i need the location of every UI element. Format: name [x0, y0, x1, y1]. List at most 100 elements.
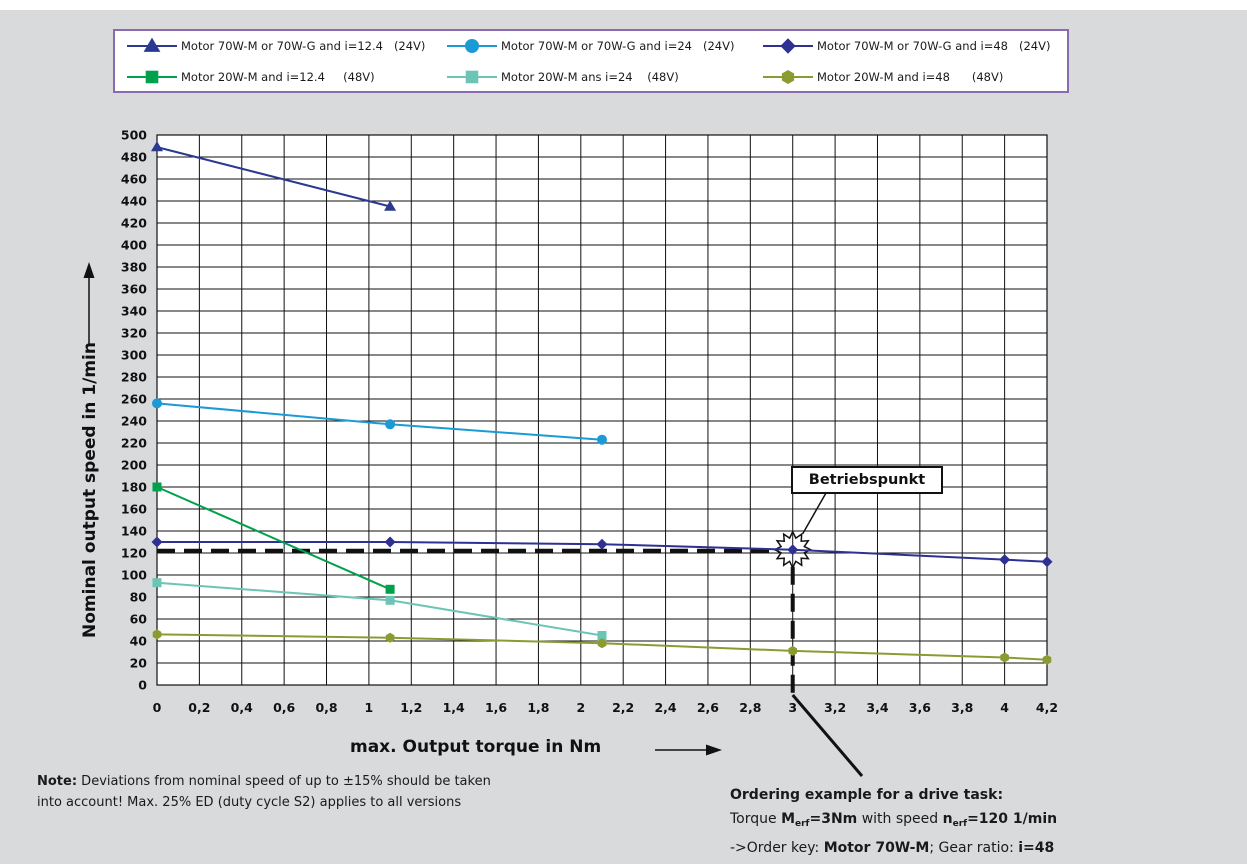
legend-swatch: [763, 70, 813, 84]
ordering-pointer-line: [791, 694, 864, 777]
x-tick-label: 2: [576, 700, 585, 715]
x-tick-label: 1,2: [400, 700, 422, 715]
ordering-example: Ordering example for a drive task: Torqu…: [730, 783, 1170, 860]
x-tick-label: 1: [365, 700, 374, 715]
marker-hexagon: [1000, 652, 1009, 663]
marker-diamond: [384, 536, 396, 548]
series-group: [152, 398, 607, 445]
series-line: [156, 146, 391, 208]
marker-square: [385, 595, 395, 605]
x-arrow-head: [706, 744, 722, 756]
x-tick-label: 4: [1000, 700, 1009, 715]
y-tick-label: 120: [121, 546, 147, 561]
x-tick-label: 2,6: [697, 700, 719, 715]
legend-swatch: [127, 70, 177, 84]
legend-swatch: [447, 39, 497, 53]
legend-label: Motor 20W-M and i=12.4 (48V): [181, 70, 375, 84]
ordering-line-torque: Torque Merf=3Nm with speed nerf=120 1/mi…: [730, 807, 1170, 836]
legend-item: Motor 70W-M or 70W-G and i=24 (24V): [445, 36, 734, 56]
y-tick-label: 480: [121, 150, 147, 165]
marker-hexagon: [152, 629, 162, 640]
ordering-m-sub: erf: [795, 819, 810, 829]
series-group: [152, 482, 395, 594]
y-axis-label: Nominal output speed in 1/min: [80, 342, 100, 638]
marker-hexagon: [597, 638, 607, 649]
series-group: [151, 141, 397, 211]
legend-label: Motor 20W-M ans i=24 (48V): [501, 70, 679, 84]
marker-triangle: [384, 200, 397, 211]
marker-circle: [597, 434, 607, 445]
legend-item: Motor 20W-M ans i=24 (48V): [445, 67, 679, 87]
marker-hexagon: [1042, 654, 1052, 665]
legend-item: Motor 70W-M or 70W-G and i=12.4 (24V): [125, 36, 425, 56]
operating-point-pointer: [802, 492, 827, 535]
x-tick-label: 0: [153, 700, 162, 715]
marker-circle: [385, 419, 396, 430]
ordering-m: M: [781, 811, 796, 827]
axis-arrows: [83, 262, 722, 756]
marker-circle: [152, 398, 162, 409]
x-tick-label: 2,4: [654, 700, 676, 715]
y-arrow-head: [83, 262, 95, 278]
marker-square: [145, 70, 159, 84]
y-tick-label: 320: [121, 326, 147, 341]
y-tick-label: 500: [121, 128, 147, 143]
x-tick-label: 1,6: [485, 700, 507, 715]
note-text: Deviations from nominal speed of up to ±…: [37, 774, 491, 810]
x-tick-label: 2,2: [612, 700, 634, 715]
series-group: [152, 578, 607, 640]
legend-label: Motor 20W-M and i=48 (48V): [817, 70, 1004, 84]
ordering-key-value: Motor 70W-M: [823, 840, 930, 856]
y-tick-label: 180: [121, 480, 147, 495]
marker-square: [152, 578, 162, 588]
x-tick-label: 3,8: [951, 700, 973, 715]
plot-area: [156, 134, 1048, 686]
ordering-torque-text: Torque: [730, 811, 782, 827]
ordering-key-text: ->Order key:: [730, 840, 824, 856]
y-tick-label: 300: [121, 348, 147, 363]
marker-diamond: [596, 538, 608, 550]
x-axis-label: max. Output torque in Nm: [350, 737, 602, 757]
y-tick-label: 240: [121, 414, 147, 429]
marker-triangle: [151, 141, 163, 152]
series-line: [157, 541, 1048, 563]
marker-circle: [465, 39, 479, 53]
grid: [156, 134, 1048, 686]
ordering-torque-value: =3Nm: [809, 811, 858, 827]
ordering-line-key: ->Order key: Motor 70W-M; Gear ratio: i=…: [730, 836, 1170, 860]
legend-swatch: [763, 38, 813, 54]
y-tick-label: 140: [121, 524, 147, 539]
y-tick-label: 40: [130, 634, 148, 649]
legend-swatch: [447, 70, 497, 84]
ordering-gear-value: i=48: [1018, 840, 1055, 856]
series-line: [156, 633, 1048, 661]
y-tick-label: 420: [121, 216, 147, 231]
ordering-speed-value: =120 1/min: [967, 811, 1058, 827]
legend-item: Motor 70W-M or 70W-G and i=48 (24V): [761, 36, 1050, 56]
x-tick-label: 4,2: [1036, 700, 1058, 715]
legend-label: Motor 70W-M or 70W-G and i=12.4 (24V): [181, 39, 426, 53]
series-lines: [151, 141, 1053, 665]
x-tick-label: 3,4: [866, 700, 888, 715]
y-tick-label: 0: [138, 678, 147, 693]
legend-label: Motor 70W-M or 70W-G and i=48 (24V): [817, 39, 1051, 53]
marker-diamond: [999, 554, 1011, 566]
ordering-heading: Ordering example for a drive task:: [730, 787, 1004, 803]
series-group: [152, 629, 1052, 665]
ordering-with-speed: with speed: [857, 811, 943, 827]
y-tick-label: 380: [121, 260, 147, 275]
y-tick-label: 360: [121, 282, 147, 297]
x-tick-label: 0,2: [188, 700, 210, 715]
marker-hexagon: [385, 632, 395, 643]
top-strip: [0, 0, 1247, 10]
y-tick-label: 280: [121, 370, 147, 385]
legend-label: Motor 70W-M or 70W-G and i=24 (24V): [501, 39, 735, 53]
marker-square: [465, 70, 479, 84]
legend: Motor 70W-M or 70W-G and i=12.4 (24V) Mot…: [113, 29, 1069, 93]
y-tick-label: 200: [121, 458, 147, 473]
y-tick-label: 60: [130, 612, 148, 627]
y-tick-labels: 0 20 40 60 80 100 120 140 160 180 200 220 240 260 280 3…: [121, 128, 147, 693]
marker-diamond: [780, 38, 796, 54]
x-tick-label: 1,8: [527, 700, 549, 715]
